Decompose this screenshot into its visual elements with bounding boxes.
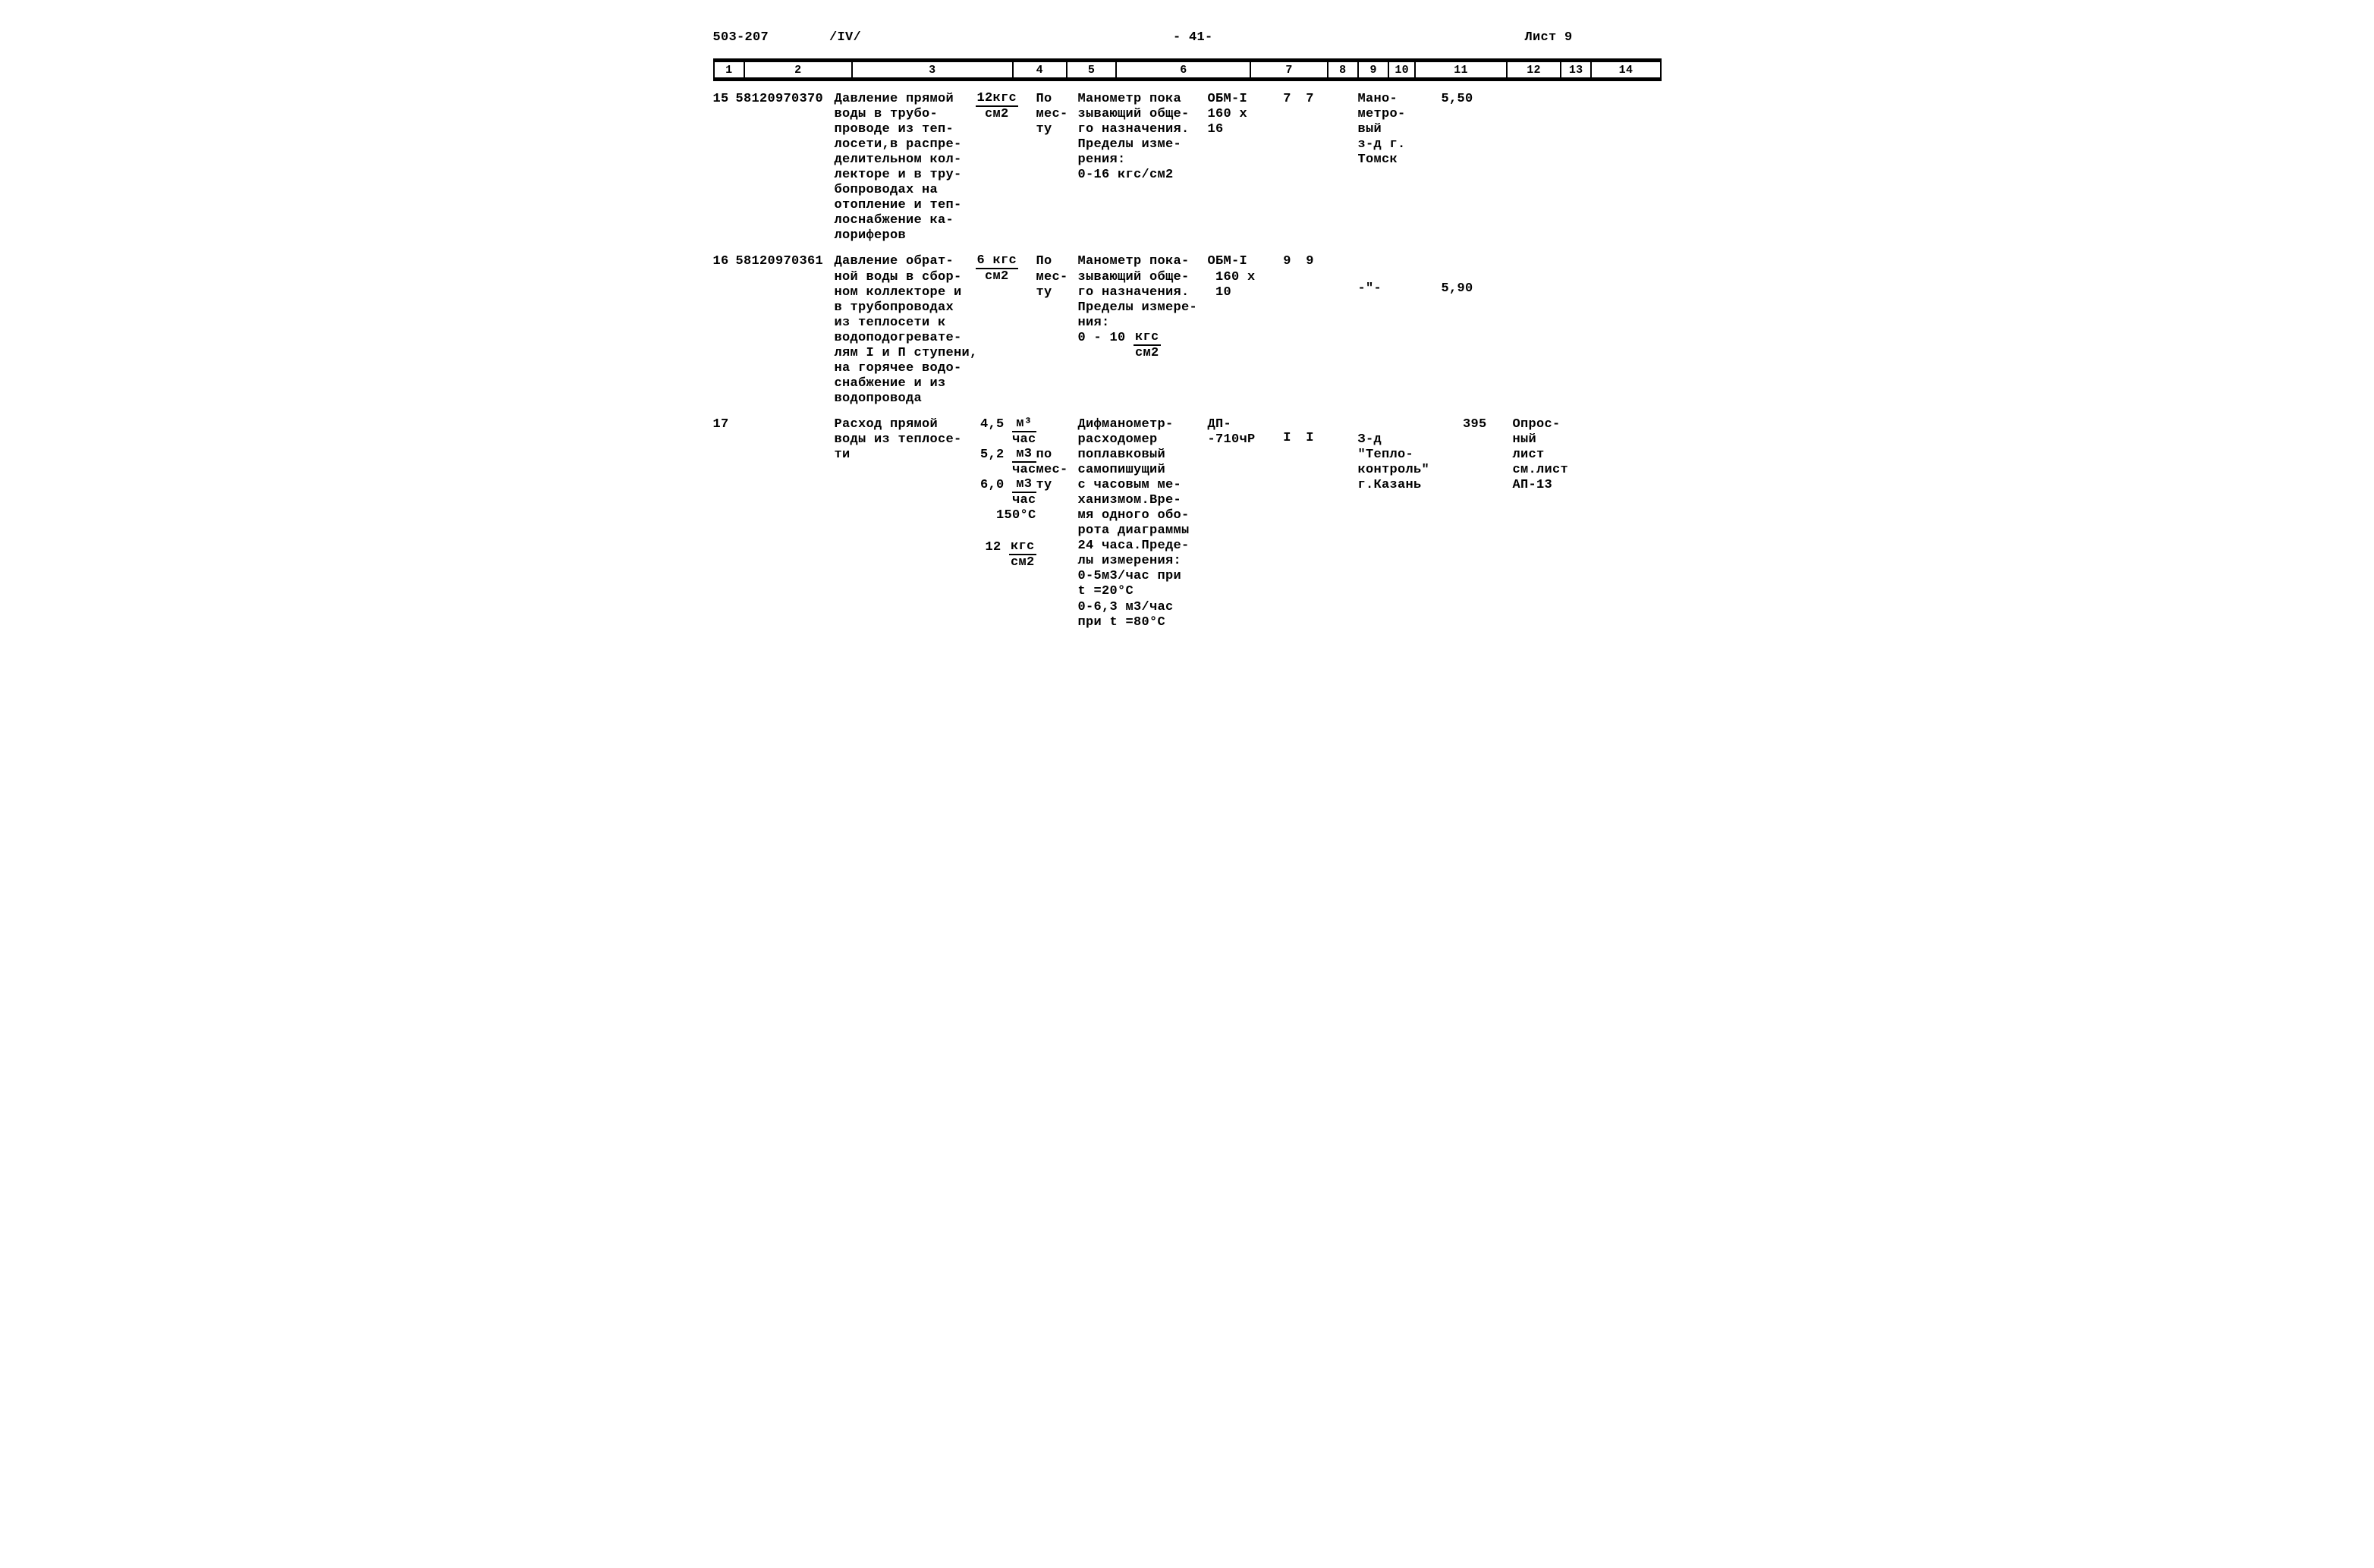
table-row: 15 58120970370 Давление прямой воды в тр… [713,92,1662,244]
col-header-1: 1 [714,61,744,78]
description: Расход прямой воды из теплосе- ти [835,417,976,463]
manufacturer: -"- [1358,254,1442,297]
qty7: 7 [1276,92,1299,107]
table-row: 17 Расход прямой воды из теплосе- ти 4,5… [713,417,1662,630]
col-header-10: 10 [1388,61,1414,78]
table-row: 16 58120970361 Давление обрат- ной воды … [713,254,1662,406]
row-code: 58120970370 [736,92,835,107]
manufacturer: Мано- метро- вый з-д г. Томск [1358,92,1442,168]
col-header-5: 5 [1067,61,1117,78]
type: ДП- -710чР [1208,417,1276,448]
row-code: 58120970361 [736,254,835,269]
col-header-9: 9 [1358,61,1388,78]
price: 395 [1442,417,1490,432]
description: Давление прямой воды в трубо- проводе из… [835,92,976,244]
page-header: 503-207 /IV/ - 41- Лист 9 [713,30,1662,45]
param-value: 12кгс см2 [976,92,1036,121]
volume: /IV/ [829,30,861,45]
column-header-bar: 1234567891011121314 [713,58,1662,81]
instrument: Дифманометр- расходомер поплавковый само… [1078,417,1208,630]
col-header-4: 4 [1013,61,1067,78]
manufacturer: З-д "Тепло- контроль" г.Казань [1358,417,1442,493]
instrument: Манометр пока- зывающий обще- го назначе… [1078,254,1208,359]
col-header-12: 12 [1507,61,1561,78]
sheet-number: Лист 9 [1525,30,1662,45]
row-num: 16 [713,254,736,269]
qty8: 7 [1299,92,1322,107]
location: по мес- ту [1036,417,1078,493]
param-value: 6 кгс см2 [976,254,1036,283]
doc-number: 503-207 [713,30,769,45]
col-header-2: 2 [744,61,852,78]
price: 5,50 [1442,92,1487,107]
description: Давление обрат- ной воды в сбор- ном кол… [835,254,976,406]
qty8: I [1299,417,1322,446]
qty7: 9 [1276,254,1299,269]
price: 5,90 [1442,254,1487,297]
col-header-7: 7 [1250,61,1327,78]
col-header-11: 11 [1415,61,1507,78]
row-num: 15 [713,92,736,107]
row-num: 17 [713,417,736,432]
note: Опрос- ный лист см.лист АП-13 [1513,417,1574,493]
col-header-3: 3 [852,61,1013,78]
col-header-8: 8 [1328,61,1358,78]
location: По мес- ту [1036,254,1078,300]
instrument: Манометр пока зывающий обще- го назначен… [1078,92,1208,183]
page-center: - 41- [861,30,1524,45]
location: По мес- ту [1036,92,1078,137]
col-header-6: 6 [1116,61,1250,78]
qty8: 9 [1299,254,1322,269]
col-header-14: 14 [1591,61,1660,78]
col-header-13: 13 [1561,61,1591,78]
qty7: I [1276,417,1299,446]
type: ОБМ-I 160 х 10 [1208,254,1276,300]
type: ОБМ-I 160 х 16 [1208,92,1276,137]
param-value: 4,5 м³час5,2 м3час6,0 м3час150°С 12 кгсс… [976,417,1036,570]
